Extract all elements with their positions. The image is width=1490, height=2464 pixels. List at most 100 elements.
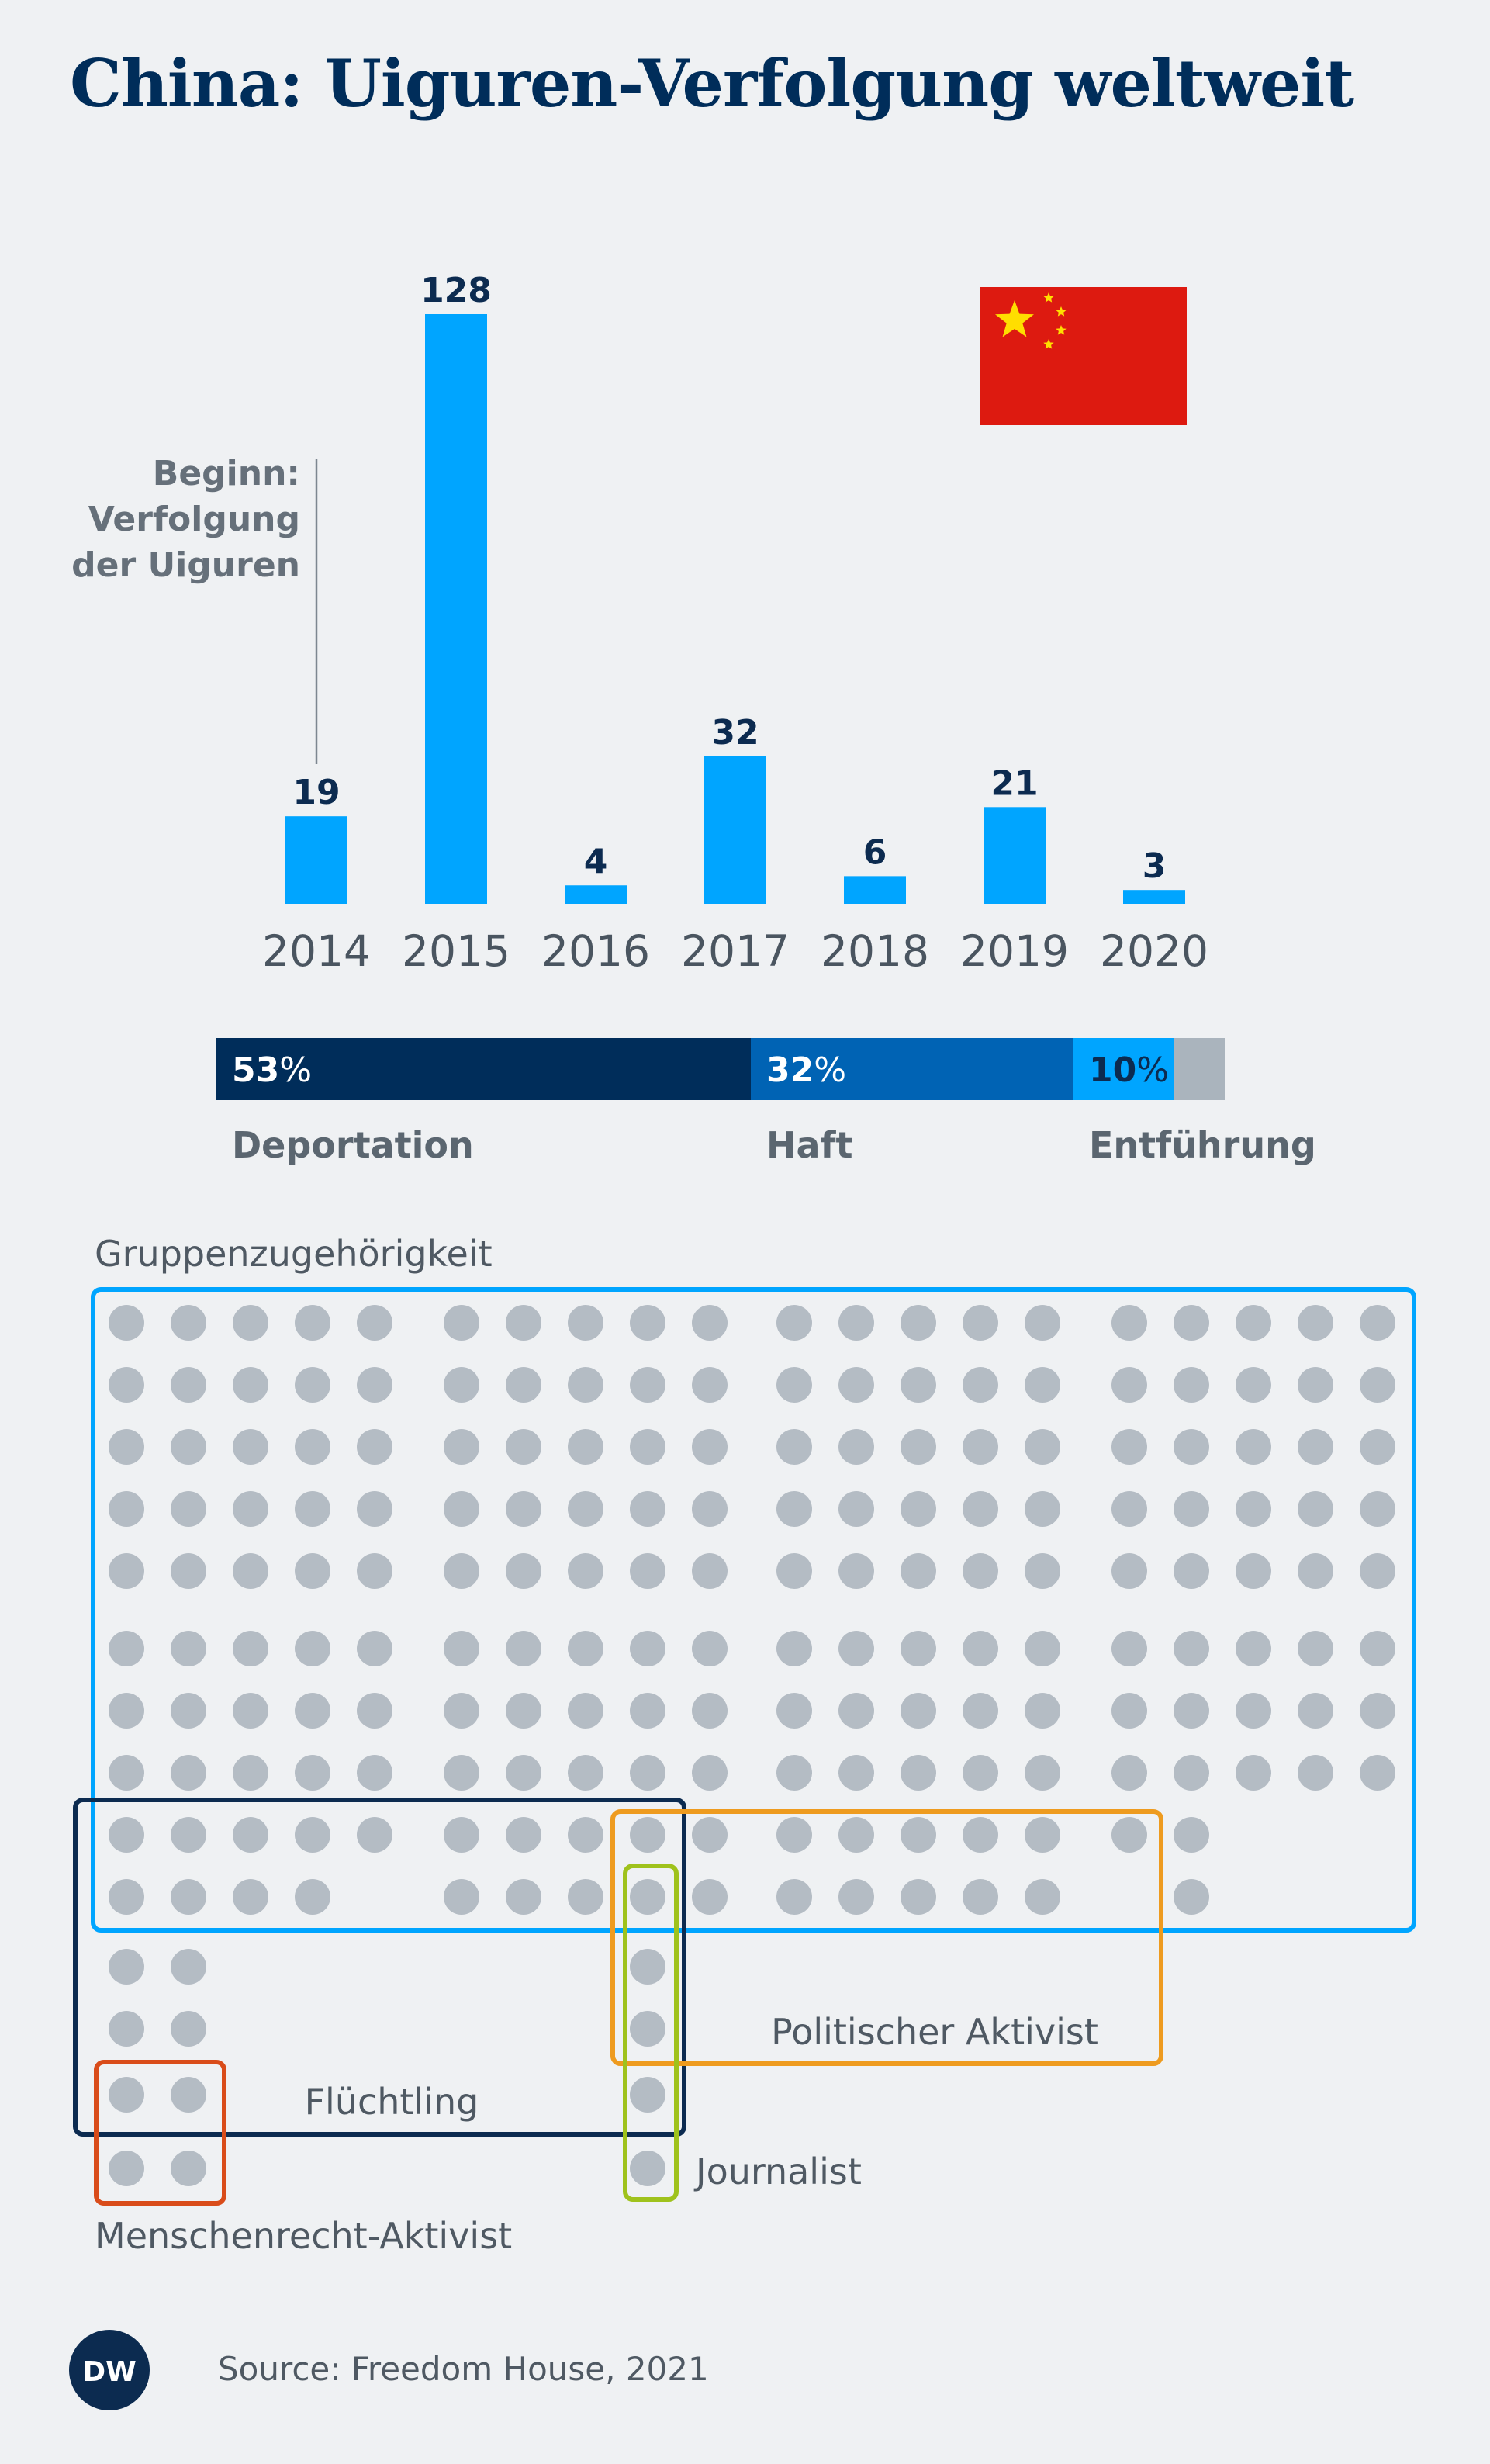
person-dot — [1111, 1491, 1147, 1527]
stacked-bar-chart: 53% Deportation 32% Haft 10% Entführung — [216, 1038, 1316, 1166]
person-dot — [1236, 1491, 1271, 1527]
person-dot — [357, 1631, 392, 1666]
person-dot — [568, 1693, 603, 1729]
person-dot — [692, 1693, 728, 1729]
person-dot — [1236, 1305, 1271, 1341]
category-label: Gruppenzugehörigkeit — [95, 1233, 493, 1275]
bar-category-label: 2015 — [402, 926, 510, 976]
person-dot — [295, 1879, 330, 1915]
category-box — [91, 1287, 1416, 1933]
person-dot — [295, 1755, 330, 1791]
stack-percent-value: 53 — [232, 1050, 279, 1090]
stack-segment-percent: 10% — [1089, 1050, 1169, 1090]
person-dot — [444, 1755, 479, 1791]
person-dot — [630, 2151, 665, 2186]
person-dot — [444, 1491, 479, 1527]
person-dot — [109, 1491, 144, 1527]
stack-percent-value: 10 — [1089, 1050, 1136, 1090]
person-dot — [838, 1817, 874, 1853]
person-dot — [171, 1949, 206, 1985]
bar-category-label: 2017 — [681, 926, 790, 976]
annotation: Beginn: Verfolgung der Uiguren — [71, 454, 318, 764]
bar-value-label: 3 — [1143, 846, 1167, 886]
person-dot — [1174, 1879, 1209, 1915]
category-boxes: Gruppenzugehörigkeit Flüchtling Politische… — [73, 1233, 1416, 2257]
category-label: Journalist — [693, 2151, 862, 2192]
person-dot — [1360, 1305, 1395, 1341]
person-dot — [1360, 1755, 1395, 1791]
person-dot — [776, 1693, 812, 1729]
person-dot — [1174, 1429, 1209, 1465]
person-dot — [901, 1491, 936, 1527]
person-dot — [171, 2151, 206, 2186]
category-label: Politischer Aktivist — [771, 2011, 1098, 2053]
person-dot — [1174, 1367, 1209, 1403]
stack-segment-percent: 53% — [232, 1050, 312, 1090]
person-dot — [630, 1631, 665, 1666]
person-dot — [295, 1429, 330, 1465]
person-dot — [630, 1755, 665, 1791]
person-dot — [1025, 1429, 1060, 1465]
person-dot — [1236, 1429, 1271, 1465]
person-dot — [1298, 1491, 1333, 1527]
person-dot — [838, 1491, 874, 1527]
person-dot — [776, 1491, 812, 1527]
person-dot — [109, 1817, 144, 1853]
stack-segment — [1174, 1038, 1225, 1100]
person-dot — [568, 1631, 603, 1666]
china-flag-icon — [980, 287, 1187, 425]
person-dot — [776, 1367, 812, 1403]
person-dot — [233, 1305, 268, 1341]
person-dot — [963, 1553, 998, 1589]
stack-segment-label: Haft — [766, 1124, 853, 1166]
person-dot — [1298, 1367, 1333, 1403]
person-dot — [963, 1755, 998, 1791]
person-dot — [1360, 1429, 1395, 1465]
stack-segment — [751, 1038, 1073, 1100]
person-dot — [630, 2077, 665, 2113]
person-dot — [568, 1367, 603, 1403]
category-box — [610, 1809, 1163, 2066]
person-dot — [1360, 1367, 1395, 1403]
bar-value-label: 19 — [292, 773, 340, 812]
person-dot — [838, 1367, 874, 1403]
person-dot — [171, 1879, 206, 1915]
person-dot — [838, 1879, 874, 1915]
person-dot — [109, 1553, 144, 1589]
person-dot — [1111, 1429, 1147, 1465]
person-dot — [692, 1755, 728, 1791]
person-dot — [444, 1631, 479, 1666]
person-dot — [630, 1949, 665, 1985]
person-dot — [171, 1631, 206, 1666]
category-label: Menschenrecht-Aktivist — [95, 2215, 512, 2257]
person-dot — [963, 1631, 998, 1666]
person-dot — [109, 1693, 144, 1729]
person-dot — [171, 2077, 206, 2113]
flag-small-star — [1056, 306, 1067, 317]
person-dot — [901, 1631, 936, 1666]
person-dot — [109, 2011, 144, 2047]
person-dot — [506, 1305, 541, 1341]
person-dot — [233, 1879, 268, 1915]
source-note: Source: Freedom House, 2021 — [218, 2350, 709, 2388]
person-dot — [838, 1755, 874, 1791]
person-dot — [901, 1367, 936, 1403]
person-dot — [630, 1817, 665, 1853]
person-dot — [776, 1429, 812, 1465]
category-box — [94, 2060, 226, 2206]
person-dot — [963, 1305, 998, 1341]
person-dot — [171, 1367, 206, 1403]
person-dot — [171, 1429, 206, 1465]
person-dot — [109, 1879, 144, 1915]
person-dot — [357, 1367, 392, 1403]
person-dot — [1236, 1693, 1271, 1729]
person-dot — [233, 1429, 268, 1465]
flag-small-star — [1043, 292, 1054, 303]
dw-logo-text: DW — [82, 2356, 137, 2388]
person-dot — [109, 2077, 144, 2113]
bar — [984, 807, 1046, 904]
person-dot — [1298, 1553, 1333, 1589]
bar-category-label: 2018 — [821, 926, 929, 976]
flag-small-star — [1056, 325, 1067, 335]
